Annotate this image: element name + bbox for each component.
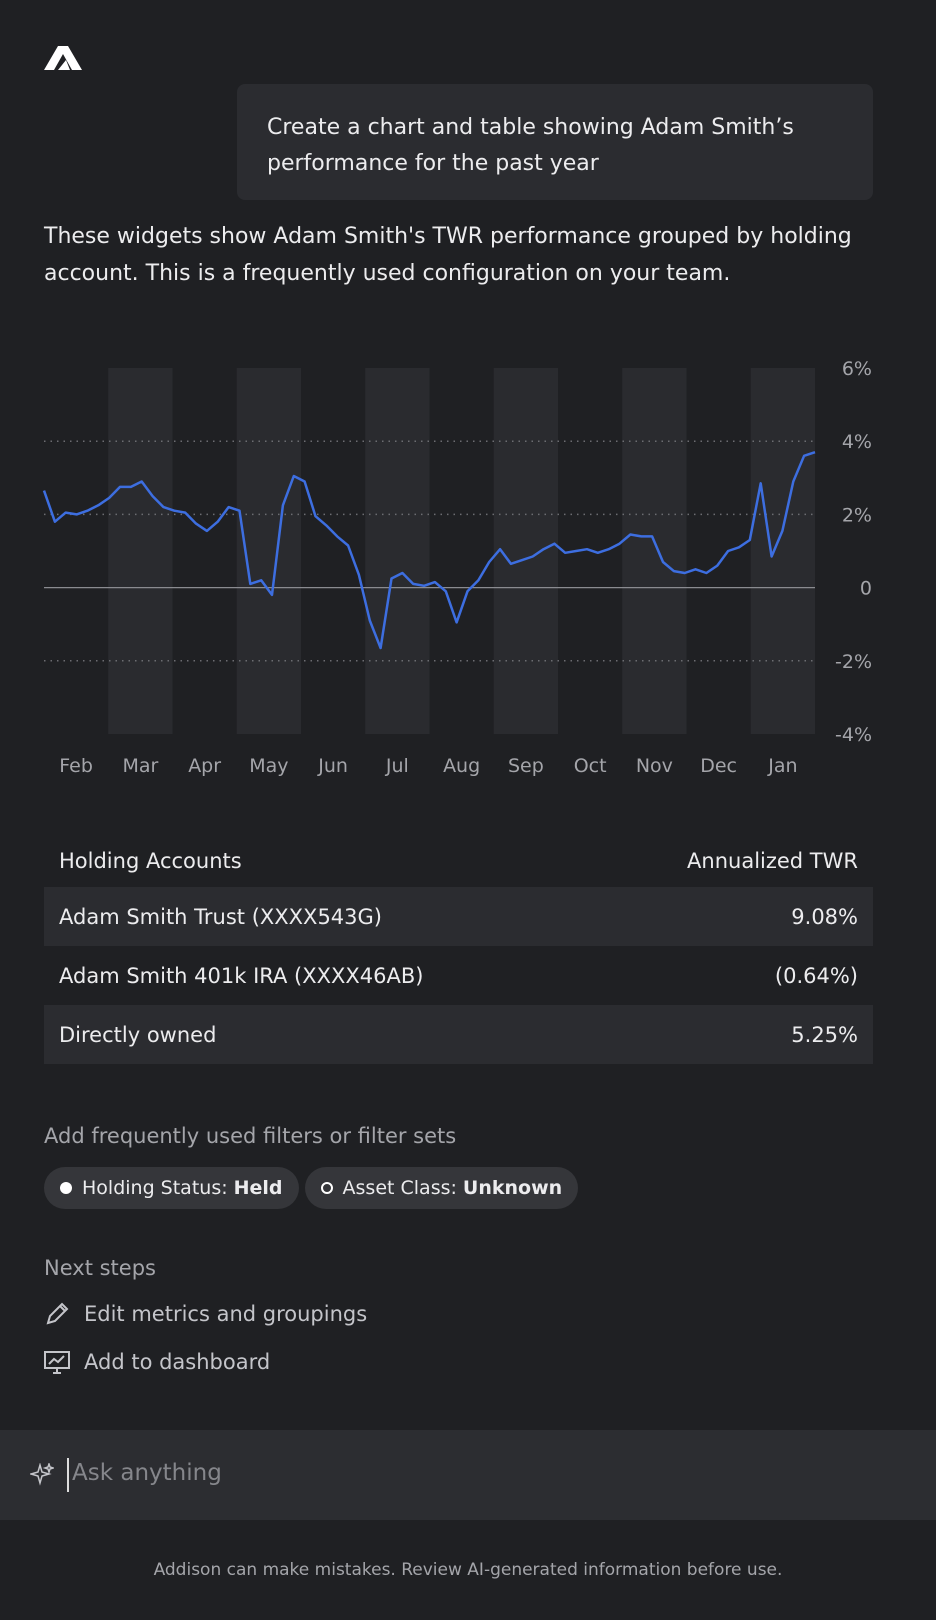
table-cell: Adam Smith 401k IRA (XXXX46AB) bbox=[59, 963, 424, 988]
y-tick-label: 6% bbox=[842, 358, 872, 380]
step-edit[interactable]: Edit metrics and groupings bbox=[44, 1290, 367, 1338]
table-header: Holding Accounts Annualized TWR bbox=[44, 835, 873, 887]
table-row: Adam Smith 401k IRA (XXXX46AB) (0.64%) bbox=[44, 946, 873, 1005]
step-label: Edit metrics and groupings bbox=[84, 1302, 368, 1326]
x-tick-label: Apr bbox=[188, 755, 221, 777]
y-tick-label: 0 bbox=[860, 578, 872, 600]
pencil-icon bbox=[46, 1302, 69, 1325]
table-cell: (0.64%) bbox=[774, 963, 858, 988]
cursor bbox=[67, 1458, 69, 1492]
dashboard-icon bbox=[44, 1351, 70, 1374]
y-tick-label: -2% bbox=[835, 651, 872, 673]
y-tick-label: 4% bbox=[842, 431, 872, 453]
month-band bbox=[750, 368, 815, 734]
filter-chip[interactable]: Asset Class: Unknown bbox=[304, 1167, 579, 1209]
month-band bbox=[108, 368, 173, 734]
x-tick-label: Nov bbox=[636, 755, 673, 777]
x-tick-label: Jan bbox=[767, 755, 797, 777]
table-cell: Directly owned bbox=[59, 1022, 217, 1047]
x-tick-label: Sep bbox=[508, 755, 544, 777]
filter-chips: Holding Status: Held Asset Class: Unknown bbox=[44, 1167, 584, 1209]
header-cell: Holding Accounts bbox=[59, 849, 242, 873]
sparkle-icon bbox=[30, 1463, 54, 1486]
table-cell: 9.08% bbox=[791, 904, 858, 929]
x-tick-label: Aug bbox=[443, 755, 480, 777]
step-dashboard[interactable]: Add to dashboard bbox=[44, 1338, 367, 1386]
chip-value: Unknown bbox=[462, 1177, 563, 1199]
filter-chip[interactable]: Holding Status: Held bbox=[44, 1167, 299, 1209]
y-tick-label: 2% bbox=[842, 504, 872, 526]
input-bar[interactable]: Ask anything bbox=[0, 1430, 936, 1520]
table-cell: Adam Smith Trust (XXXX543G) bbox=[59, 904, 382, 929]
logo bbox=[44, 46, 82, 70]
chip-value: Held bbox=[233, 1177, 283, 1199]
x-tick-label: Oct bbox=[574, 755, 607, 777]
chip-label: Asset Class: bbox=[342, 1177, 457, 1199]
month-band bbox=[493, 368, 558, 734]
x-tick-label: Jul bbox=[385, 755, 409, 777]
x-tick-label: Feb bbox=[59, 755, 93, 777]
chip-label: Holding Status: bbox=[82, 1177, 228, 1199]
table-row: Directly owned 5.25% bbox=[44, 1005, 873, 1064]
x-tick-label: Dec bbox=[700, 755, 737, 777]
data-line bbox=[42, 451, 816, 650]
next-steps: Edit metrics and groupings Add to dashbo… bbox=[44, 1290, 367, 1386]
x-tick-label: Jun bbox=[317, 755, 348, 777]
assistant-message: These widgets show Adam Smith's TWR perf… bbox=[44, 224, 852, 286]
header-cell: Annualized TWR bbox=[687, 849, 858, 873]
disclaimer: Addison can make mistakes. Review AI-gen… bbox=[153, 1560, 783, 1580]
user-message: Create a chart and table showing Adam Sm… bbox=[237, 84, 873, 200]
table-row: Adam Smith Trust (XXXX543G) 9.08% bbox=[44, 887, 873, 946]
x-tick-label: May bbox=[249, 755, 288, 777]
next-steps-title: Next steps bbox=[44, 1256, 156, 1280]
input-placeholder: Ask anything bbox=[72, 1460, 222, 1486]
month-band bbox=[236, 368, 301, 734]
y-tick-label: -4% bbox=[835, 724, 872, 746]
step-label: Add to dashboard bbox=[84, 1350, 271, 1374]
chip-dot bbox=[60, 1182, 72, 1194]
month-band bbox=[622, 368, 687, 734]
x-tick-label: Mar bbox=[122, 755, 158, 777]
month-band bbox=[365, 368, 430, 734]
table-cell: 5.25% bbox=[791, 1022, 858, 1047]
chart: 6% 4% 2% 0 -2% -4% Feb Mar Apr May Jun Jul Aug Sep Oct… bbox=[42, 358, 872, 777]
chip-dot bbox=[320, 1182, 333, 1194]
filters-title: Add frequently used filters or filter se… bbox=[44, 1124, 457, 1148]
table: Holding Accounts Annualized TWR Adam Smi… bbox=[44, 835, 873, 1064]
